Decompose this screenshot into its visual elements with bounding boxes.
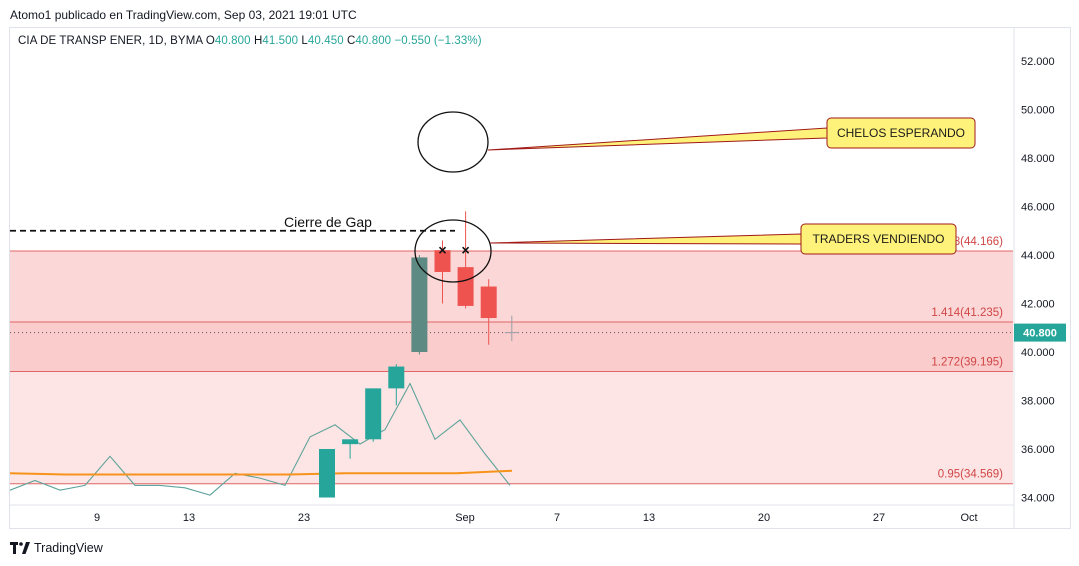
y-tick-label: 38.000 bbox=[1021, 396, 1055, 408]
y-tick-label: 34.000 bbox=[1021, 493, 1055, 505]
x-tick-label: 13 bbox=[643, 512, 655, 524]
last-price-badge-text: 40.800 bbox=[1023, 328, 1057, 340]
callout-chelos-pointer bbox=[487, 127, 828, 151]
y-tick-label: 40.000 bbox=[1021, 347, 1055, 359]
low-label: L bbox=[301, 35, 308, 47]
candle-8 bbox=[504, 315, 519, 342]
candle-0 bbox=[319, 449, 335, 498]
y-tick-label: 52.000 bbox=[1021, 56, 1055, 68]
moving-average-line bbox=[9, 469, 513, 476]
candle-body bbox=[342, 439, 359, 445]
callout-traders-box bbox=[800, 223, 957, 255]
ohlc-legend: CIA DE TRANSP ENER, 1D, BYMA O40.800 H41… bbox=[18, 35, 482, 47]
y-tick-label: 46.000 bbox=[1021, 202, 1055, 214]
high-label: H bbox=[253, 35, 263, 47]
chart-frame bbox=[9, 27, 1071, 529]
cross-marker-icon bbox=[438, 246, 447, 254]
x-tick-label: Oct bbox=[960, 512, 977, 524]
fib-zone-lower bbox=[10, 371, 1013, 484]
callout-traders-text: TRADERS VENDIENDO bbox=[812, 232, 944, 246]
candle-body bbox=[480, 286, 497, 319]
indicator-line bbox=[9, 382, 511, 496]
circle-chelos bbox=[417, 111, 489, 173]
tradingview-footer[interactable]: TradingView bbox=[10, 541, 103, 555]
candle-7 bbox=[480, 279, 497, 345]
low-value: 40.450 bbox=[307, 35, 344, 47]
open-value: 40.800 bbox=[214, 35, 251, 47]
y-tick-label: 50.000 bbox=[1021, 105, 1055, 117]
candle-body bbox=[365, 388, 382, 440]
x-tick-label: 23 bbox=[298, 512, 310, 524]
y-tick-label: 48.000 bbox=[1021, 153, 1055, 165]
candle-2 bbox=[365, 388, 382, 442]
y-tick-label: 42.000 bbox=[1021, 299, 1055, 311]
x-tick-label: Sep bbox=[455, 512, 475, 524]
cross-marker-icon bbox=[462, 246, 470, 254]
candle-body bbox=[457, 267, 474, 306]
candle-4 bbox=[411, 255, 428, 355]
tradingview-logo-icon bbox=[10, 542, 30, 554]
callout-chelos-text: CHELOS ESPERANDO bbox=[837, 126, 965, 140]
y-tick-label: 44.000 bbox=[1021, 250, 1055, 262]
x-tick-label: 27 bbox=[873, 512, 885, 524]
fib-label-1: 1.414(41.235) bbox=[931, 307, 1003, 319]
x-tick-label: 9 bbox=[94, 512, 100, 524]
candle-1 bbox=[342, 439, 359, 459]
last-price-badge bbox=[1014, 323, 1066, 342]
close-value: 40.800 bbox=[355, 35, 392, 47]
symbol-label: CIA DE TRANSP ENER, 1D, BYMA bbox=[18, 35, 203, 47]
callout-traders-pointer bbox=[489, 233, 802, 245]
close-label: C bbox=[347, 35, 356, 47]
cross-marker-0 bbox=[438, 246, 447, 254]
candle-body bbox=[434, 250, 451, 272]
cross-marker-1 bbox=[462, 246, 470, 254]
fib-zone-upper bbox=[10, 250, 1013, 372]
x-tick-label: 13 bbox=[183, 512, 195, 524]
gap-close-label: Cierre de Gap bbox=[284, 214, 372, 230]
high-value: 41.500 bbox=[262, 35, 299, 47]
open-label: O bbox=[205, 35, 215, 47]
change-value: −0.550 (−1.33%) bbox=[394, 35, 482, 47]
fib-label-3: 0.95(34.569) bbox=[938, 469, 1003, 481]
candle-body bbox=[388, 366, 405, 389]
candle-body bbox=[319, 449, 335, 498]
x-tick-label: 7 bbox=[554, 512, 560, 524]
candle-6 bbox=[457, 211, 474, 309]
callout-chelos-box bbox=[826, 117, 976, 149]
circle-traders bbox=[414, 219, 492, 283]
y-tick-label: 36.000 bbox=[1021, 444, 1055, 456]
footer-brand: TradingView bbox=[34, 541, 103, 555]
candle-3 bbox=[388, 364, 405, 406]
candle-body bbox=[411, 257, 428, 352]
x-tick-label: 20 bbox=[758, 512, 770, 524]
fib-label-2: 1.272(39.195) bbox=[931, 357, 1003, 369]
publication-header: Atomo1 publicado en TradingView.com, Sep… bbox=[10, 8, 357, 22]
